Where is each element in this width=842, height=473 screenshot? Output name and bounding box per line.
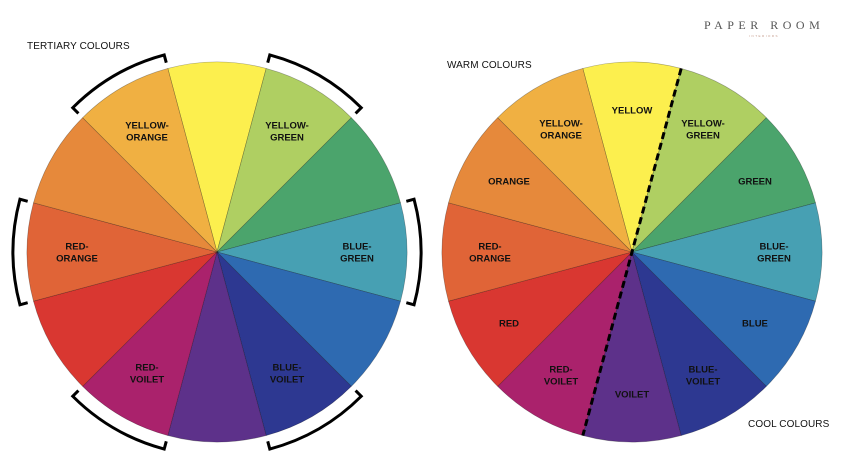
right-segment-violet [582,250,682,443]
right-segment-green [630,117,816,253]
right-segment-blue-violet [631,250,767,436]
right-segment-red-orange [441,202,634,302]
right-label-yellow-green: YELLOW-GREEN [681,119,725,142]
warm-colours-label: WARM COLOURS [447,60,532,71]
left-segment-orange [33,117,219,253]
right-label-green: GREEN [738,177,772,188]
left-segment-green [215,117,401,253]
cool-colours-label: COOL COLOURS [748,419,830,430]
warm-cool-divider [581,68,683,436]
right-label-blue-violet: BLUE-VOILET [686,364,721,387]
bracket-blue-violet [266,389,364,451]
right-label-red-orange: RED-ORANGE [469,242,511,265]
left-segment-red-violet [82,250,218,436]
left-segment-blue-violet [216,250,352,436]
left-segment-violet [167,250,267,443]
left-label-red-violet: RED-VOILET [130,363,165,386]
left-segment-red [33,251,219,387]
logo-sub-text: INTERIORS [749,34,780,38]
right-segment-yellow [582,61,682,254]
right-segment-red-violet [497,250,633,436]
logo-main-text: PAPER ROOM [704,18,825,32]
right-wheel: YELLOW YELLOW-GREEN GREEN BLUE-GREEN BLUE BLU… [441,61,823,443]
left-label-yellow-green: YELLOW-GREEN [265,120,309,143]
bracket-red-violet [70,389,168,451]
right-segment-yellow-orange [497,68,633,254]
left-wheel: YELLOW-GREEN BLUE-GREEN BLUE-VOILET RED-VOI… [26,61,408,443]
left-segment-yellow-orange [82,68,218,254]
left-segment-yellow-green [216,68,352,254]
right-label-yellow: YELLOW [612,106,653,117]
tertiary-colours-title: TERTIARY COLOURS [27,41,130,52]
bracket-yellow-green [266,53,364,115]
right-segment-yellow-green [631,68,767,254]
right-label-orange: ORANGE [488,177,530,188]
right-label-red-violet: RED-VOILET [544,364,579,387]
right-label-blue: BLUE [742,319,768,330]
right-segment-orange [448,117,634,253]
paper-room-logo: PAPER ROOM INTERIORS [704,18,824,38]
bracket-red-orange [11,197,29,307]
right-label-yellow-orange: YELLOW-ORANGE [539,119,583,142]
right-label-red: RED [499,319,519,330]
left-label-blue-violet: BLUE-VOILET [270,363,305,386]
right-label-violet: VOILET [615,390,650,401]
left-label-red-orange: RED-ORANGE [56,242,98,265]
bracket-blue-green [405,197,423,307]
bracket-yellow-orange [70,53,168,115]
left-segment-yellow [167,61,267,254]
left-label-yellow-orange: YELLOW-ORANGE [125,120,169,143]
left-label-blue-green: BLUE-GREEN [340,242,374,265]
left-segment-red-orange [26,202,219,302]
left-segment-blue-green [215,202,408,302]
right-label-blue-green: BLUE-GREEN [757,242,791,265]
right-segment-blue-green [630,202,823,302]
right-segment-blue [630,251,816,387]
left-segment-blue [215,251,401,387]
right-segment-red [448,251,634,387]
